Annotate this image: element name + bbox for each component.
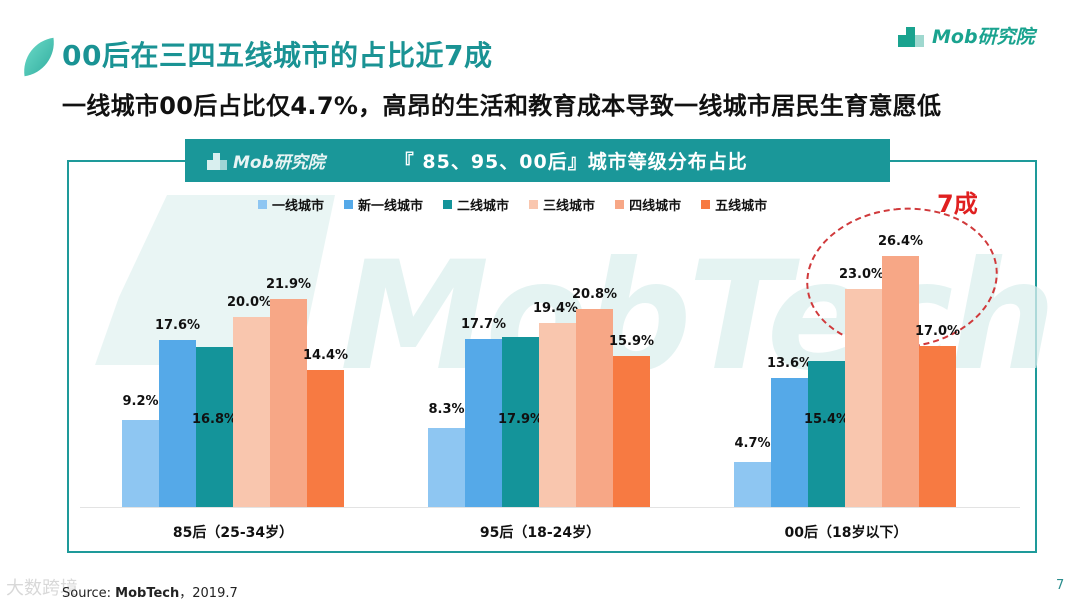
bar — [307, 370, 344, 507]
bar — [734, 462, 771, 507]
bar-value-label: 21.9% — [265, 276, 312, 292]
annotation-7cheng: 7成 — [937, 190, 978, 218]
bottom-watermark: 大数跨境 — [6, 578, 78, 599]
legend-swatch-icon — [529, 200, 539, 209]
brand-name: Mob研究院 — [932, 26, 1035, 48]
bar-value-label: 23.0% — [838, 266, 885, 282]
bar-value-label: 20.8% — [571, 287, 618, 303]
slide-title: 00后在三四五线城市的占比近7成 — [62, 39, 493, 72]
bar-value-label: 17.6% — [154, 317, 201, 333]
chart-header-logo: Mob研究院 — [207, 148, 325, 173]
brand-logo: Mob研究院 — [898, 22, 1035, 49]
legend-swatch-icon — [344, 200, 354, 209]
chart-header-bar: Mob研究院 『 85、95、00后』城市等级分布占比 — [185, 139, 890, 182]
bar-value-label: 26.4% — [877, 234, 924, 250]
chart-header-logo-text: Mob研究院 — [233, 153, 325, 173]
legend-swatch-icon — [443, 200, 453, 209]
bar — [270, 298, 307, 507]
bar-value-label: 14.4% — [302, 348, 349, 364]
bar-value-label: 19.4% — [532, 300, 579, 316]
bar-value-label: 17.9% — [497, 412, 544, 427]
legend-item: 四线城市 — [615, 195, 681, 214]
building-logo-icon — [207, 152, 229, 170]
legend-item: 五线城市 — [701, 195, 767, 214]
legend-swatch-icon — [258, 200, 267, 209]
legend-swatch-icon — [615, 200, 625, 209]
bar — [539, 322, 576, 507]
source-note: Source: MobTech，2019.7 — [62, 586, 238, 601]
legend-item: 二线城市 — [443, 195, 509, 214]
building-logo-icon — [898, 25, 928, 47]
page-number: 7 — [1056, 578, 1065, 593]
bar — [919, 345, 956, 507]
bar — [613, 355, 650, 507]
legend-item: 一线城市 — [258, 195, 324, 214]
category-label: 00后（18岁以下） — [784, 525, 908, 541]
bar-value-label: 13.6% — [766, 355, 813, 371]
category-label: 95后（18-24岁） — [479, 525, 601, 541]
slide-subtitle: 一线城市00后占比仅4.7%，高昂的生活和教育成本导致一线城市居民生育意愿低 — [62, 92, 942, 120]
legend-swatch-icon — [701, 200, 711, 209]
title-leaf-icon — [19, 37, 59, 77]
bar — [428, 428, 465, 507]
bar — [576, 309, 613, 507]
bar-value-label: 16.8% — [191, 412, 238, 427]
bar-value-label: 15.4% — [803, 412, 850, 427]
bar — [882, 256, 919, 507]
bar-value-label: 4.7% — [734, 436, 771, 452]
bar-value-label: 17.7% — [460, 316, 507, 332]
category-label: 85后（25-34岁） — [172, 525, 294, 541]
bar — [465, 338, 502, 507]
bar-value-label: 9.2% — [122, 393, 159, 409]
bar — [233, 317, 270, 507]
bar — [845, 288, 882, 507]
legend-item: 新一线城市 — [344, 195, 423, 214]
bar — [196, 347, 233, 507]
bar-value-label: 20.0% — [226, 295, 273, 310]
bar-value-label: 8.3% — [428, 402, 465, 418]
bar — [502, 336, 539, 507]
chart-baseline — [80, 507, 1020, 508]
bar-value-label: 17.0% — [914, 323, 961, 339]
bar-value-label: 15.9% — [608, 333, 655, 349]
bar — [159, 339, 196, 507]
chart-legend: 一线城市 新一线城市 二线城市 三线城市 四线城市 五线城市 — [258, 195, 767, 214]
chart-title: 『 85、95、00后』城市等级分布占比 — [394, 151, 748, 173]
bar — [771, 377, 808, 507]
legend-item: 三线城市 — [529, 195, 595, 214]
bar — [122, 419, 159, 507]
bar — [808, 360, 845, 507]
